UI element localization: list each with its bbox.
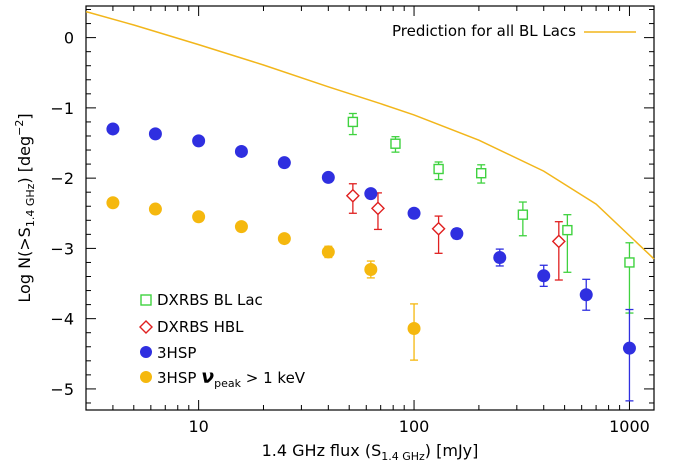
data-point: [407, 206, 421, 220]
data-point: [579, 288, 593, 302]
x-axis-label-tail: ) [mJy]: [425, 441, 479, 460]
y-tick-label: −1: [50, 99, 74, 118]
data-point: [622, 341, 636, 355]
x-axis-label: 1.4 GHz flux (S1.4 GHz) [mJy]: [262, 441, 479, 463]
legend-label-dxrbs-hbl: DXRBS HBL: [157, 318, 244, 336]
series-0: [347, 112, 635, 314]
legend-marker-dxrbs-bllac: [140, 294, 152, 306]
y-tick-label: −3: [50, 239, 74, 258]
data-point: [517, 209, 529, 220]
legend-label-3hsp-hard-nu: ν: [201, 366, 214, 388]
data-point: [364, 187, 378, 201]
data-point: [551, 234, 566, 249]
legend: DXRBS BL Lac DXRBS HBL 3HSP 3HSP νpeak >…: [139, 291, 306, 390]
data-point: [450, 227, 464, 241]
data-point: [624, 257, 635, 268]
y-tick-label: 0: [64, 29, 74, 48]
data-point: [277, 156, 291, 170]
axis-ticks: [85, 6, 654, 410]
data-point: [475, 168, 487, 179]
data-point: [347, 116, 359, 128]
data-point: [321, 170, 335, 184]
series-1: [345, 183, 566, 281]
data-point: [148, 202, 162, 216]
data-point: [433, 163, 444, 175]
data-point: [277, 232, 291, 246]
data-point: [148, 127, 162, 141]
series-2: [106, 122, 636, 402]
prediction-legend-label: Prediction for all BL Lacs: [392, 22, 576, 40]
data-point: [106, 196, 120, 210]
plot-frame: [85, 5, 655, 411]
data-point: [234, 220, 248, 234]
y-axis-label: Log N(>S1.4 GHz) [deg−2]: [13, 113, 37, 302]
y-axis-label-tail: ) [deg: [15, 136, 34, 184]
x-tick-label: 10: [188, 417, 208, 436]
data-point: [537, 269, 551, 283]
y-axis-label-main: Log N(>S: [15, 227, 34, 302]
series-3: [106, 196, 421, 361]
x-axis-label-main: 1.4 GHz flux (S: [262, 441, 382, 460]
series-layer: [106, 112, 636, 402]
y-axis-label-end: ]: [15, 113, 34, 119]
legend-label-3hsp-hard-main: 3HSP: [157, 369, 201, 387]
x-tick-label: 100: [399, 417, 430, 436]
legend-label-3hsp-hard: 3HSP νpeak > 1 keV: [157, 366, 306, 390]
y-axis-label-sup: −2: [13, 120, 26, 136]
x-tick-label: 1000: [609, 417, 650, 436]
y-tick-label: −4: [50, 310, 74, 329]
data-point: [562, 224, 573, 236]
y-tick-label: −5: [50, 380, 74, 399]
data-point: [493, 251, 507, 265]
y-tick-label: −2: [50, 169, 74, 188]
data-point: [192, 134, 206, 148]
data-point: [321, 245, 335, 259]
legend-marker-3hsp: [140, 346, 152, 358]
y-axis-label-sub: 1.4 GHz: [24, 183, 37, 227]
data-point: [407, 321, 421, 335]
legend-label-3hsp-hard-sub: peak: [214, 377, 241, 390]
legend-label-3hsp-hard-tail: > 1 keV: [241, 369, 306, 387]
legend-marker-3hsp-hard: [140, 371, 152, 383]
data-point: [390, 138, 401, 149]
legend-marker-dxrbs-hbl: [139, 320, 153, 334]
data-point: [106, 122, 120, 136]
data-point: [234, 144, 248, 158]
x-axis-label-sub: 1.4 GHz: [381, 450, 425, 463]
prediction-layer: [85, 10, 655, 260]
data-point: [345, 188, 360, 203]
prediction-line: [85, 10, 655, 260]
data-point: [192, 210, 206, 224]
legend-label-3hsp: 3HSP: [157, 344, 196, 362]
data-point: [431, 221, 446, 236]
tick-labels: 10 100 1000 0 −1 −2 −3 −4 −5: [50, 29, 649, 436]
data-point: [364, 262, 378, 276]
data-point: [370, 201, 385, 216]
legend-label-dxrbs-bllac: DXRBS BL Lac: [157, 291, 263, 309]
